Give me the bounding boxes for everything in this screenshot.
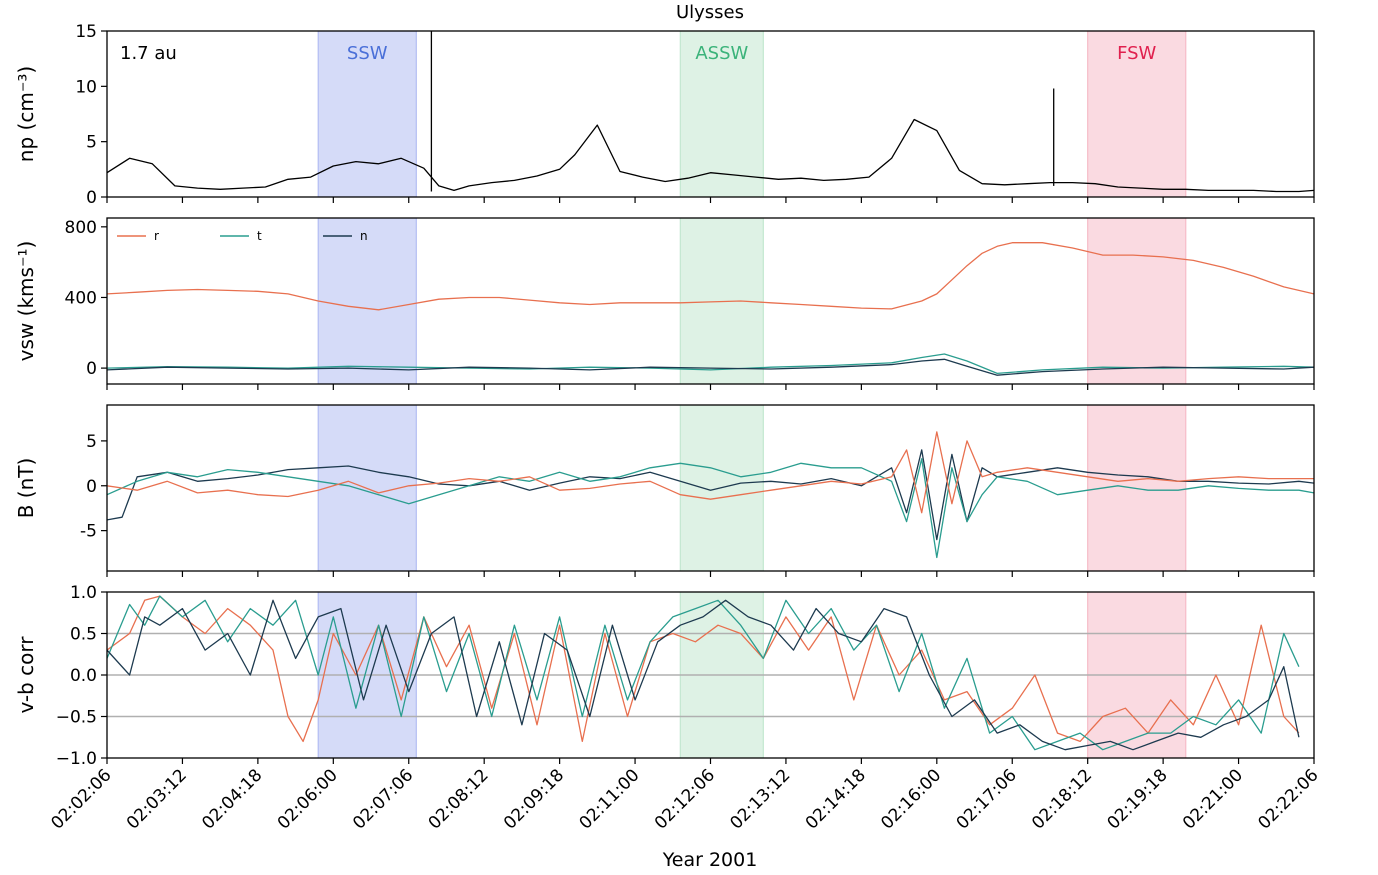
x-tick-label: 02:22:06 (1254, 765, 1322, 833)
x-tick-label: 02:14:18 (802, 765, 870, 833)
series-line-vsw-t (107, 353, 1314, 375)
x-tick-label: 02:09:18 (500, 765, 568, 833)
figure-title: Ulysses (676, 2, 744, 23)
x-tick-label: 02:08:12 (425, 765, 493, 833)
y-axis-label-np: np (cm⁻³) (14, 66, 38, 162)
panel-vbcorr: −1.0 −0.5 0.0 0.5 1.0 v-b corr (14, 583, 1315, 769)
x-tick-label: 02:12:06 (651, 765, 719, 833)
y-tick-label: 5 (86, 432, 97, 452)
region-label-ssw: SSW (347, 43, 388, 64)
series-line-np-0 (107, 118, 1314, 193)
y-tick-label: 0.0 (70, 666, 97, 686)
y-tick-label: 0 (86, 359, 97, 379)
legend-label: r (154, 229, 159, 243)
x-axis-label: Year 2001 (662, 849, 758, 871)
y-tick-label: -5 (80, 522, 97, 542)
series-line-vbcorr-0 (107, 595, 1300, 743)
x-tick-label: 02:04:18 (198, 765, 266, 833)
y-tick-label: −1.0 (56, 749, 97, 769)
annotation-distance: 1.7 au (120, 43, 177, 64)
legend-label: t (257, 229, 262, 243)
y-axis-label-vbcorr: v-b corr (14, 636, 38, 714)
y-tick-label: 0.5 (70, 625, 97, 645)
y-tick-label: 1.0 (70, 583, 97, 603)
region-label-fsw: FSW (1117, 43, 1156, 64)
y-tick-label: 400 (65, 288, 97, 308)
y-tick-label: 10 (75, 77, 97, 97)
series-line-vsw-n (107, 358, 1314, 376)
y-tick-label: 5 (86, 133, 97, 153)
series-line-B-0 (107, 449, 1314, 541)
x-tick-label: 02:16:00 (877, 765, 945, 833)
x-axis: 02:02:06 02:03:12 02:04:18 02:06:00 02:07:06… (47, 765, 1322, 833)
x-tick-label: 02:18:12 (1028, 765, 1096, 833)
y-tick-label: 0 (86, 477, 97, 497)
panels: SSW ASSW FSW 0 5 10 15 np (cm⁻³) 1.7 au 0 400 800 vs… (14, 22, 1315, 769)
x-tick-label: 02:06:00 (274, 765, 342, 833)
x-tick-label: 02:19:18 (1104, 765, 1172, 833)
series-line-vsw-r (107, 242, 1314, 311)
panel-np: SSW ASSW FSW 0 5 10 15 np (cm⁻³) 1.7 au (14, 22, 1315, 208)
region-fsw-band (1087, 218, 1186, 384)
y-tick-label: −0.5 (56, 708, 97, 728)
y-tick-label: 15 (75, 22, 97, 42)
x-tick-label: 02:17:06 (953, 765, 1021, 833)
y-axis-label-B: B (nT) (14, 458, 38, 519)
legend-label: n (360, 229, 368, 243)
series-line-B-1 (107, 458, 1314, 559)
x-tick-label: 02:03:12 (123, 765, 191, 833)
y-tick-label: 0 (86, 188, 97, 208)
panel-vsw: 0 400 800 vsw (kms⁻¹) r t n (14, 217, 1315, 390)
y-tick-label: 800 (65, 218, 97, 238)
region-fsw-band (1087, 31, 1186, 197)
region-ssw-band (318, 31, 417, 197)
y-axis-label-vsw: vsw (kms⁻¹) (14, 241, 38, 362)
region-assw-band (680, 31, 764, 197)
series-line-vbcorr-2 (107, 599, 1300, 751)
x-tick-label: 02:13:12 (726, 765, 794, 833)
region-label-assw: ASSW (695, 43, 748, 64)
panel-B: -5 0 5 B (nT) (14, 404, 1315, 577)
x-tick-label: 02:02:06 (47, 765, 115, 833)
x-tick-label: 02:07:06 (349, 765, 417, 833)
series-line-B-2 (107, 431, 1314, 514)
x-tick-label: 02:11:00 (575, 765, 643, 833)
series-line-vbcorr-1 (107, 595, 1300, 751)
region-ssw-band (318, 218, 417, 384)
x-tick-label: 02:21:00 (1179, 765, 1247, 833)
